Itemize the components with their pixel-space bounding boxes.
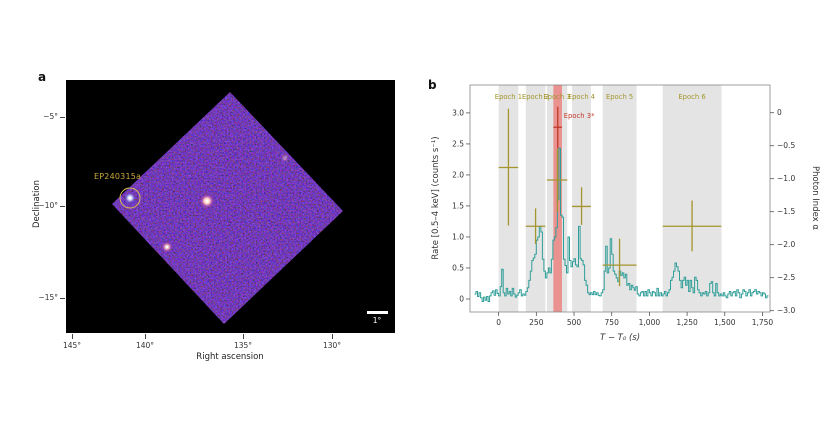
svg-text:Epoch 2: Epoch 2 <box>522 93 549 101</box>
svg-text:Epoch 3: Epoch 3 <box>543 93 570 101</box>
ra-tick-mark <box>72 334 73 339</box>
bright-xray-source-core <box>205 199 209 203</box>
ra-tick-label: 130° <box>322 341 342 350</box>
svg-text:2.5: 2.5 <box>452 139 464 148</box>
dec-tick-mark <box>60 206 65 207</box>
ra-tick-mark <box>332 334 333 339</box>
ra-tick-label: 140° <box>135 341 155 350</box>
svg-text:0: 0 <box>777 108 782 117</box>
photon-index-errorbars <box>498 108 722 287</box>
ep240315a-marker-circle <box>119 187 141 209</box>
left-y-axis-title: Rate [0.5–4 keV] (counts s⁻¹) <box>431 136 441 259</box>
ep240315a-label: EP240315a <box>94 172 142 181</box>
panel-b-letter: b <box>428 78 437 92</box>
faint-xray-source <box>280 153 290 163</box>
dec-axis-title: Declination <box>32 179 42 229</box>
x-axis-title: T − T₀ (s) <box>600 333 640 343</box>
ra-tick-mark <box>243 334 244 339</box>
panel-a-sky-image: EP240315a 1° <box>66 80 395 333</box>
svg-text:Epoch 5: Epoch 5 <box>606 93 633 101</box>
svg-text:2.0: 2.0 <box>452 170 464 179</box>
svg-text:1.5: 1.5 <box>452 201 464 210</box>
axes: 0 250 500 750 1,000 1,250 1,500 1,750 0 0.5 1.0 1.5… <box>452 84 795 327</box>
scale-bar-label: 1° <box>372 316 382 325</box>
svg-text:−2.0: −2.0 <box>777 240 795 249</box>
epoch-bands <box>498 85 722 312</box>
dec-tick-mark <box>60 117 65 118</box>
svg-text:750: 750 <box>605 318 620 327</box>
svg-text:1,750: 1,750 <box>752 318 774 327</box>
svg-text:−1.5: −1.5 <box>777 207 795 216</box>
svg-text:1.0: 1.0 <box>452 232 464 241</box>
scale-bar <box>367 311 388 314</box>
svg-text:−1.0: −1.0 <box>777 174 795 183</box>
svg-text:1,000: 1,000 <box>639 318 661 327</box>
ep240315a-core <box>128 196 132 200</box>
svg-text:1,250: 1,250 <box>676 318 698 327</box>
xray-sky-image <box>66 80 395 333</box>
panel-a-letter: a <box>38 70 47 84</box>
secondary-xray-source-core <box>165 245 169 249</box>
svg-text:0.5: 0.5 <box>452 263 464 272</box>
svg-text:3.0: 3.0 <box>452 108 464 117</box>
svg-text:Epoch 4: Epoch 4 <box>568 93 595 101</box>
svg-text:Epoch 6: Epoch 6 <box>678 93 705 101</box>
svg-text:−0.5: −0.5 <box>777 141 795 150</box>
dec-tick-mark <box>60 298 65 299</box>
svg-text:0: 0 <box>496 318 501 327</box>
dec-tick-label: −15° <box>38 293 58 302</box>
ra-tick-label: 135° <box>233 341 253 350</box>
svg-text:500: 500 <box>567 318 582 327</box>
epoch3-star-label: Epoch 3* <box>564 112 595 120</box>
svg-text:−3.0: −3.0 <box>777 306 795 315</box>
light-curve-step-line <box>474 147 769 302</box>
epoch3-star-errorbar <box>553 106 562 149</box>
dec-tick-label: −5° <box>43 112 58 121</box>
svg-text:1,500: 1,500 <box>714 318 736 327</box>
ra-tick-label: 145° <box>62 341 82 350</box>
svg-text:−2.5: −2.5 <box>777 273 795 282</box>
dec-tick-label: −10° <box>38 201 58 210</box>
ra-axis-title: Right ascension <box>196 352 264 362</box>
right-y-axis-title: Photon Index α <box>810 166 820 230</box>
ra-tick-mark <box>145 334 146 339</box>
svg-text:Epoch 1: Epoch 1 <box>495 93 522 101</box>
svg-text:0: 0 <box>459 294 464 303</box>
svg-text:250: 250 <box>529 318 544 327</box>
